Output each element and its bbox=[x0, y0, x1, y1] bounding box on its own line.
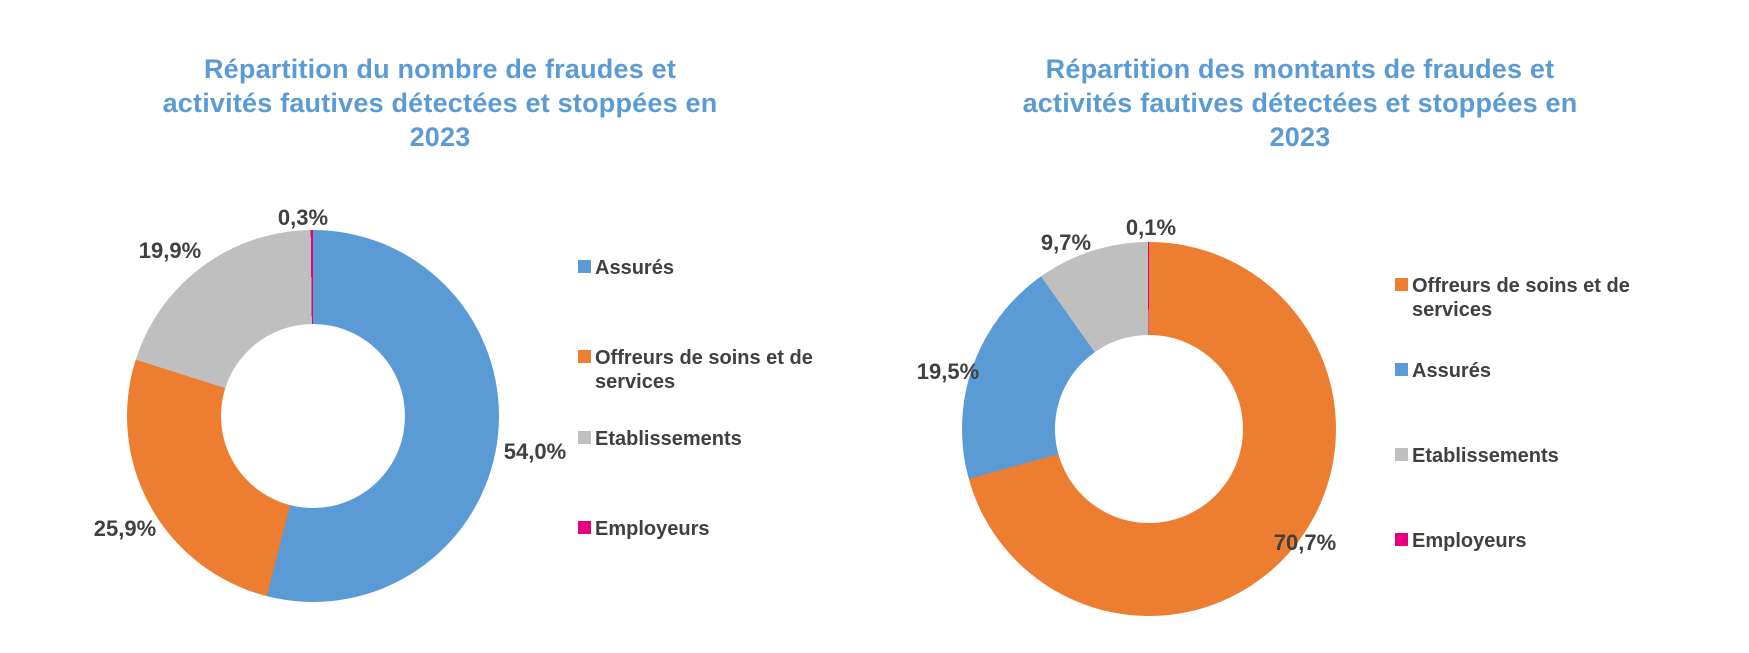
legend-item-etablissements: Etablissements bbox=[578, 427, 835, 451]
title-line: 2023 bbox=[1269, 122, 1331, 152]
value-label-offreurs: 70,7% bbox=[1273, 530, 1337, 555]
value-label-assures: 54,0% bbox=[503, 439, 567, 464]
legend-swatch-offreurs bbox=[1395, 278, 1408, 291]
legend-label: Employeurs bbox=[595, 518, 710, 540]
value-label-employeurs: 0,3% bbox=[277, 205, 329, 230]
donut-chart-left bbox=[127, 230, 499, 602]
value-label-offreurs: 25,9% bbox=[93, 516, 157, 541]
legend-swatch-assures bbox=[578, 260, 591, 273]
value-label-assures: 19,5% bbox=[916, 359, 980, 384]
legend-item-offreurs: Offreurs de soins et de services bbox=[578, 346, 835, 394]
title-line: Répartition du nombre de fraudes et bbox=[203, 54, 677, 84]
legend-label: Offreurs de soins et de services bbox=[595, 347, 813, 393]
value-label-employeurs: 0,1% bbox=[1125, 215, 1177, 240]
donut-chart-right bbox=[962, 242, 1336, 616]
title-line: activités fautives détectées et stoppées… bbox=[162, 88, 718, 118]
donut-hole bbox=[221, 324, 405, 508]
legend-item-employeurs: Employeurs bbox=[1395, 529, 1662, 553]
legend-item-employeurs: Employeurs bbox=[578, 517, 835, 541]
legend-swatch-employeurs bbox=[1395, 533, 1408, 546]
legend-label: Offreurs de soins et de services bbox=[1412, 275, 1630, 321]
chart-title-right: Répartition des montants de fraudes et a… bbox=[950, 52, 1650, 154]
legend-item-offreurs: Offreurs de soins et de services bbox=[1395, 274, 1662, 322]
donut-hole bbox=[1055, 335, 1243, 523]
legend-swatch-offreurs bbox=[578, 350, 591, 363]
legend-swatch-etablissements bbox=[578, 431, 591, 444]
value-label-etablissements: 19,9% bbox=[138, 238, 202, 263]
title-line: 2023 bbox=[409, 122, 471, 152]
legend-label: Assurés bbox=[1412, 360, 1491, 382]
title-line: activités fautives détectées et stoppées… bbox=[1022, 88, 1578, 118]
title-line: Répartition des montants de fraudes et bbox=[1045, 54, 1555, 84]
legend-swatch-assures bbox=[1395, 363, 1408, 376]
value-label-etablissements: 9,7% bbox=[1040, 230, 1092, 255]
legend-swatch-employeurs bbox=[578, 521, 591, 534]
legend-item-assures: Assurés bbox=[1395, 359, 1662, 383]
legend-label: Etablissements bbox=[595, 428, 742, 450]
legend-item-etablissements: Etablissements bbox=[1395, 444, 1662, 468]
legend-label: Employeurs bbox=[1412, 530, 1527, 552]
legend-swatch-etablissements bbox=[1395, 448, 1408, 461]
legend-label: Assurés bbox=[595, 257, 674, 279]
chart-title-left: Répartition du nombre de fraudes et acti… bbox=[90, 52, 790, 154]
legend-item-assures: Assurés bbox=[578, 256, 835, 280]
legend-label: Etablissements bbox=[1412, 445, 1559, 467]
